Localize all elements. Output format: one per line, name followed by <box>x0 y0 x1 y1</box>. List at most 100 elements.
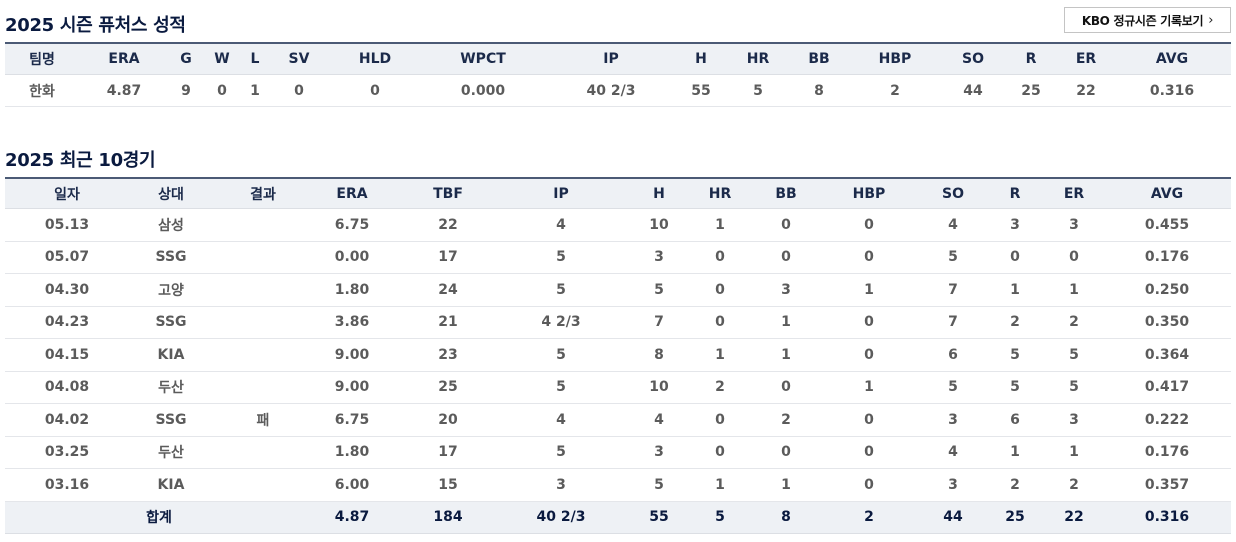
table-cell: 2 <box>715 379 725 396</box>
column-header: WPCT <box>460 51 506 67</box>
recent-header-row: 일자 상대 결과 ERA TBF IP H HR BB HBP SO R ER AVG <box>5 177 1231 209</box>
kbo-regular-season-link[interactable]: KBO 정규시즌 기록보기 › <box>1064 7 1231 33</box>
table-cell: KIA <box>157 346 185 363</box>
table-cell: SSG <box>155 249 187 266</box>
column-header: HLD <box>358 51 392 67</box>
table-cell: 두산 <box>158 445 184 462</box>
table-cell: 3 <box>556 476 566 493</box>
table-cell: 1 <box>781 314 791 331</box>
table-cell: 0 <box>864 444 874 461</box>
table-cell: 0 <box>864 346 874 363</box>
table-cell: 2 <box>781 411 791 428</box>
table-cell: 40 2/3 <box>586 82 636 99</box>
table-cell: 3 <box>1069 411 1079 428</box>
season-data-row: 한화 4.87 9 0 1 0 0 0.000 40 2/3 55 5 8 2 44 25 22 0.316 <box>5 75 1231 107</box>
total-cell: 8 <box>781 509 791 525</box>
table-cell: 0 <box>781 216 791 233</box>
table-cell: 04.30 <box>44 281 90 298</box>
table-cell: 10 <box>649 379 669 396</box>
table-cell: 4 <box>556 411 566 428</box>
season-section-title: 2025 시즌 퓨처스 성적 <box>5 15 186 36</box>
table-cell: 4 <box>948 216 958 233</box>
total-cell: 44 <box>943 509 963 525</box>
table-cell: 0 <box>1010 249 1020 266</box>
table-cell: 7 <box>948 314 958 331</box>
table-cell: 0 <box>864 476 874 493</box>
table-cell: 2 <box>1010 476 1020 493</box>
column-header: AVG <box>1150 185 1184 202</box>
column-header: SO <box>962 51 984 67</box>
total-cell: 184 <box>433 509 463 525</box>
table-cell: 고양 <box>158 282 184 299</box>
table-cell: 0 <box>294 82 304 99</box>
column-header: ER <box>1063 185 1085 202</box>
table-cell: 0.364 <box>1144 346 1190 363</box>
recent-games-section-title: 2025 최근 10경기 <box>5 150 156 171</box>
table-cell: 5 <box>556 379 566 396</box>
table-cell: 0 <box>715 411 725 428</box>
column-header: H <box>695 51 707 67</box>
table-cell: 0 <box>781 249 791 266</box>
column-header: TBF <box>433 185 463 202</box>
table-cell: 21 <box>438 314 458 331</box>
table-cell: 8 <box>814 82 824 99</box>
table-cell: 패 <box>256 412 270 429</box>
table-cell: 55 <box>691 82 711 99</box>
table-cell: 5 <box>1069 379 1079 396</box>
table-cell: 5 <box>1010 379 1020 396</box>
table-cell: 0.176 <box>1144 444 1190 461</box>
table-cell: 20 <box>438 411 458 428</box>
table-cell: 22 <box>1076 82 1096 99</box>
column-header: SV <box>288 51 310 67</box>
table-cell: SSG <box>155 314 187 331</box>
total-cell: 5 <box>715 509 725 525</box>
total-cell: 0.316 <box>1144 509 1190 525</box>
table-cell: 0 <box>1069 249 1079 266</box>
column-header: 결과 <box>250 186 276 203</box>
table-cell: 0 <box>864 314 874 331</box>
table-cell: SSG <box>155 411 187 428</box>
table-cell: 0.00 <box>334 249 370 266</box>
table-cell: 6 <box>1010 411 1020 428</box>
table-cell: 04.15 <box>44 346 90 363</box>
season-stats-table: 팀명 ERA G W L SV HLD WPCT IP H HR BB HBP SO R ER AVG 한화 4.8… <box>5 42 1231 107</box>
table-cell: 0 <box>715 281 725 298</box>
game-row: 03.16 KIA 6.00 15 3 5 1 1 0 3 2 2 0.357 <box>5 469 1231 502</box>
table-cell: 10 <box>649 216 669 233</box>
column-header: IP <box>603 51 619 67</box>
table-cell: 1 <box>1069 444 1079 461</box>
table-cell: 25 <box>1021 82 1041 99</box>
table-cell: 03.16 <box>44 476 90 493</box>
table-cell: 3 <box>1010 216 1020 233</box>
table-cell: 15 <box>438 476 458 493</box>
table-cell: 1 <box>1010 281 1020 298</box>
table-cell: 3 <box>948 476 958 493</box>
column-header: BB <box>775 185 797 202</box>
column-header: R <box>1009 185 1021 202</box>
table-cell: 삼성 <box>158 217 184 234</box>
total-cell: 2 <box>864 509 874 525</box>
table-cell: 04.23 <box>44 314 90 331</box>
table-cell: 6 <box>948 346 958 363</box>
table-cell: 0.417 <box>1144 379 1190 396</box>
total-cell: 4.87 <box>334 509 370 525</box>
column-header: H <box>653 185 665 202</box>
table-cell: 3 <box>654 444 664 461</box>
column-header: G <box>180 51 192 67</box>
table-cell: 5 <box>654 281 664 298</box>
table-cell: 3 <box>781 281 791 298</box>
table-cell: 3 <box>948 411 958 428</box>
table-cell: 17 <box>438 444 458 461</box>
table-cell: 5 <box>1010 346 1020 363</box>
table-cell: 3 <box>654 249 664 266</box>
game-row: 03.25 두산 1.80 17 5 3 0 0 0 4 1 1 0.176 <box>5 437 1231 469</box>
column-header: ERA <box>108 51 140 67</box>
table-cell: 4 2/3 <box>541 314 581 331</box>
table-cell: 05.07 <box>44 249 90 266</box>
column-header: W <box>214 51 230 67</box>
table-cell: 9 <box>181 82 191 99</box>
total-cell: 22 <box>1064 509 1084 525</box>
table-cell: 1 <box>781 476 791 493</box>
table-cell: 1.80 <box>334 281 370 298</box>
table-cell: 23 <box>438 346 458 363</box>
